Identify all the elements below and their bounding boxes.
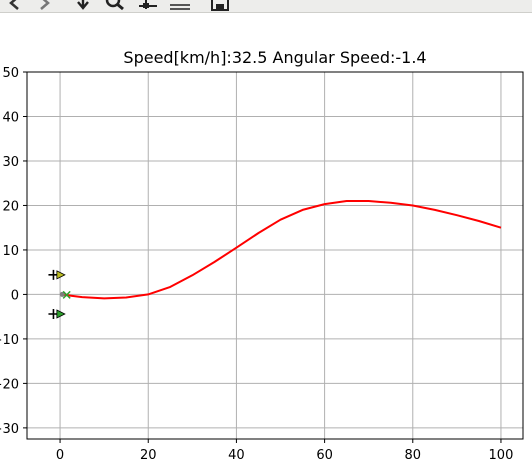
x-tick-label: 60 xyxy=(316,448,333,463)
sliders-icon xyxy=(139,0,157,9)
vehicle-center-marker xyxy=(59,291,65,297)
plot-area xyxy=(48,200,502,319)
y-tick-label: 20 xyxy=(2,199,19,214)
zoom-button[interactable] xyxy=(104,0,126,11)
forward-button[interactable] xyxy=(33,0,55,11)
figure-canvas: Speed[km/h]:32.5 Angular Speed:-1.4 0 20 4… xyxy=(0,13,532,476)
chart-title: Speed[km/h]:32.5 Angular Speed:-1.4 xyxy=(123,48,426,67)
wheel-marker xyxy=(56,270,66,280)
back-button[interactable] xyxy=(4,0,26,11)
y-tick-label: 50 xyxy=(2,66,19,81)
magnifier-icon xyxy=(105,0,124,11)
grid-lines xyxy=(27,71,523,439)
edit-axes-button[interactable] xyxy=(169,0,191,11)
pan-button[interactable] xyxy=(72,0,94,11)
y-tick-label: 0 xyxy=(11,288,19,303)
x-tick-label: 20 xyxy=(140,448,157,463)
y-tick-label: 40 xyxy=(2,110,19,125)
x-tick-label: 80 xyxy=(405,448,422,463)
subplots-button[interactable] xyxy=(137,0,159,11)
chart-edit-icon xyxy=(170,4,190,10)
arrow-right-icon xyxy=(40,0,50,10)
arrow-left-icon xyxy=(9,0,19,10)
y-tick-label: −30 xyxy=(0,422,19,437)
y-tick-label: 10 xyxy=(2,244,19,259)
axes: 0 20 40 60 80 100 −30 −20 −10 0 10 20 30 40 50 xyxy=(0,66,524,463)
axes-frame xyxy=(26,71,524,440)
x-tick-label: 0 xyxy=(56,448,64,463)
trajectory-chart: Speed[km/h]:32.5 Angular Speed:-1.4 0 20 4… xyxy=(0,48,524,463)
wheel-marker xyxy=(56,309,66,319)
move-icon xyxy=(77,0,89,10)
y-tick-label: 30 xyxy=(2,155,19,170)
goal-cross-marker xyxy=(62,290,71,299)
x-tick-label: 40 xyxy=(228,448,245,463)
navigation-toolbar xyxy=(0,0,532,13)
x-tick-label: 100 xyxy=(489,448,514,463)
trajectory-line xyxy=(59,200,502,300)
y-tick-label: −20 xyxy=(0,377,19,392)
y-tick-label: −10 xyxy=(0,333,19,348)
floppy-disk-icon xyxy=(211,0,229,11)
save-button[interactable] xyxy=(209,0,231,11)
